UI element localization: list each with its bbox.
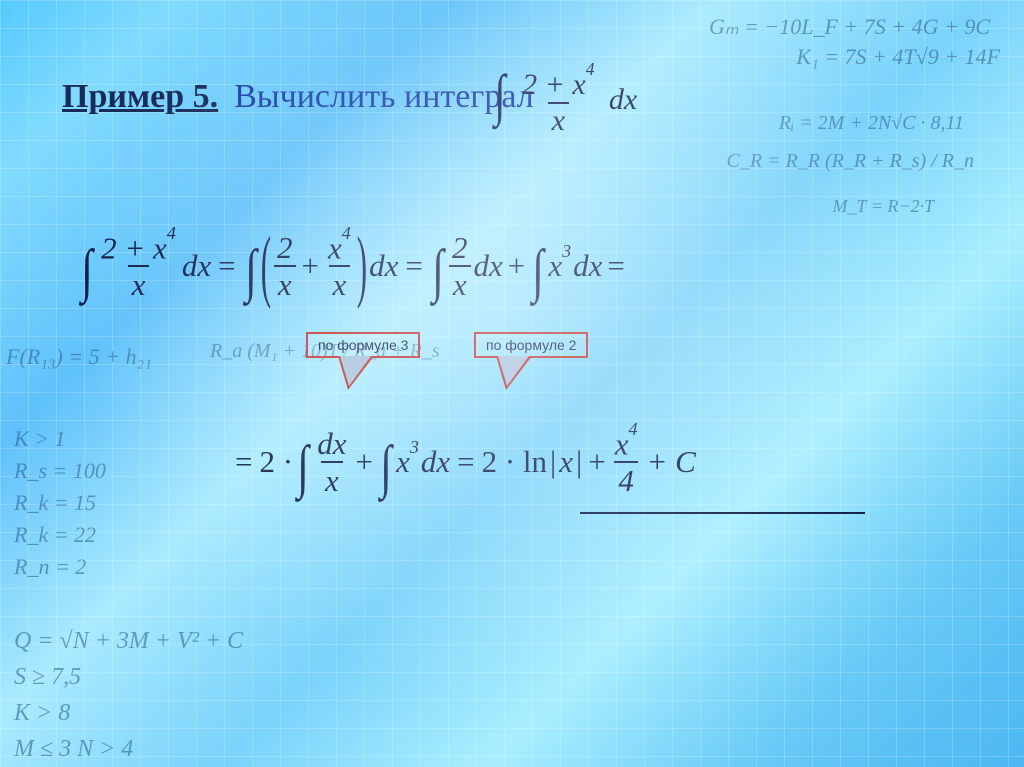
eq: = — [457, 444, 474, 480]
callout-label: по формуле 3 — [318, 337, 408, 353]
eq: = — [607, 248, 624, 284]
d: x — [128, 265, 150, 300]
dx: dx — [573, 248, 602, 284]
plus: + — [508, 248, 525, 284]
slide-root: { "heading": { "label": "Пример 5.", "te… — [0, 0, 1024, 767]
tail: + C — [646, 444, 695, 480]
callout-formula-2: по формуле 2 — [474, 332, 588, 358]
dx: dx — [182, 248, 211, 284]
s: 4 — [342, 223, 351, 243]
example-task: Вычислить интеграл — [234, 78, 534, 116]
dx: dx — [369, 248, 398, 284]
n: 2 — [273, 232, 297, 265]
num: 2 + x — [522, 68, 586, 101]
den: x — [548, 102, 569, 136]
equation-line-1: ∫ 2 + x4 x dx = ∫ ( 2 x + x4 x ) dx = ∫ … — [78, 232, 629, 300]
d: x — [449, 265, 471, 300]
coef: 2 · — [259, 444, 293, 480]
plus: + — [355, 444, 372, 480]
eq: = — [405, 248, 422, 284]
sup: 4 — [586, 59, 595, 79]
s: 4 — [628, 419, 637, 439]
n: 2 — [448, 232, 472, 265]
heading: Пример 5. Вычислить интеграл — [62, 78, 534, 116]
d: 4 — [614, 461, 638, 496]
equation-line-2: = 2 · ∫ dx x + ∫ x3 dx = 2 · ln |x| + x4… — [234, 428, 697, 496]
n: x — [615, 426, 629, 461]
n: x — [328, 230, 342, 265]
s: 3 — [562, 241, 571, 261]
n: dx — [313, 428, 350, 461]
d: x — [329, 265, 351, 300]
callout-label: по формуле 2 — [486, 337, 576, 353]
dx: dx — [421, 444, 450, 480]
plus: + — [588, 444, 605, 480]
dx: dx — [473, 248, 502, 284]
d: x — [321, 461, 343, 496]
r1: 2 · ln — [482, 444, 547, 480]
b: x — [396, 444, 410, 479]
dx: dx — [609, 83, 637, 116]
absx: x — [559, 444, 573, 480]
s: 4 — [167, 223, 176, 243]
callout-formula-3: по формуле 3 — [306, 332, 420, 358]
eq: = — [218, 248, 235, 284]
content-layer: Пример 5. Вычислить интеграл ∫ 2 + x4 x … — [0, 0, 1024, 767]
answer-underline — [580, 512, 865, 514]
d: x — [274, 265, 296, 300]
plus: + — [302, 248, 319, 284]
callout-pointer-icon — [338, 356, 374, 390]
s: 3 — [410, 437, 419, 457]
b: x — [548, 248, 562, 283]
n: 2 + x — [101, 230, 167, 265]
eq: = — [235, 444, 252, 480]
example-label: Пример 5. — [62, 78, 218, 116]
title-integral: ∫ 2 + x4 x dx — [492, 58, 637, 136]
callout-pointer-icon — [496, 356, 532, 390]
